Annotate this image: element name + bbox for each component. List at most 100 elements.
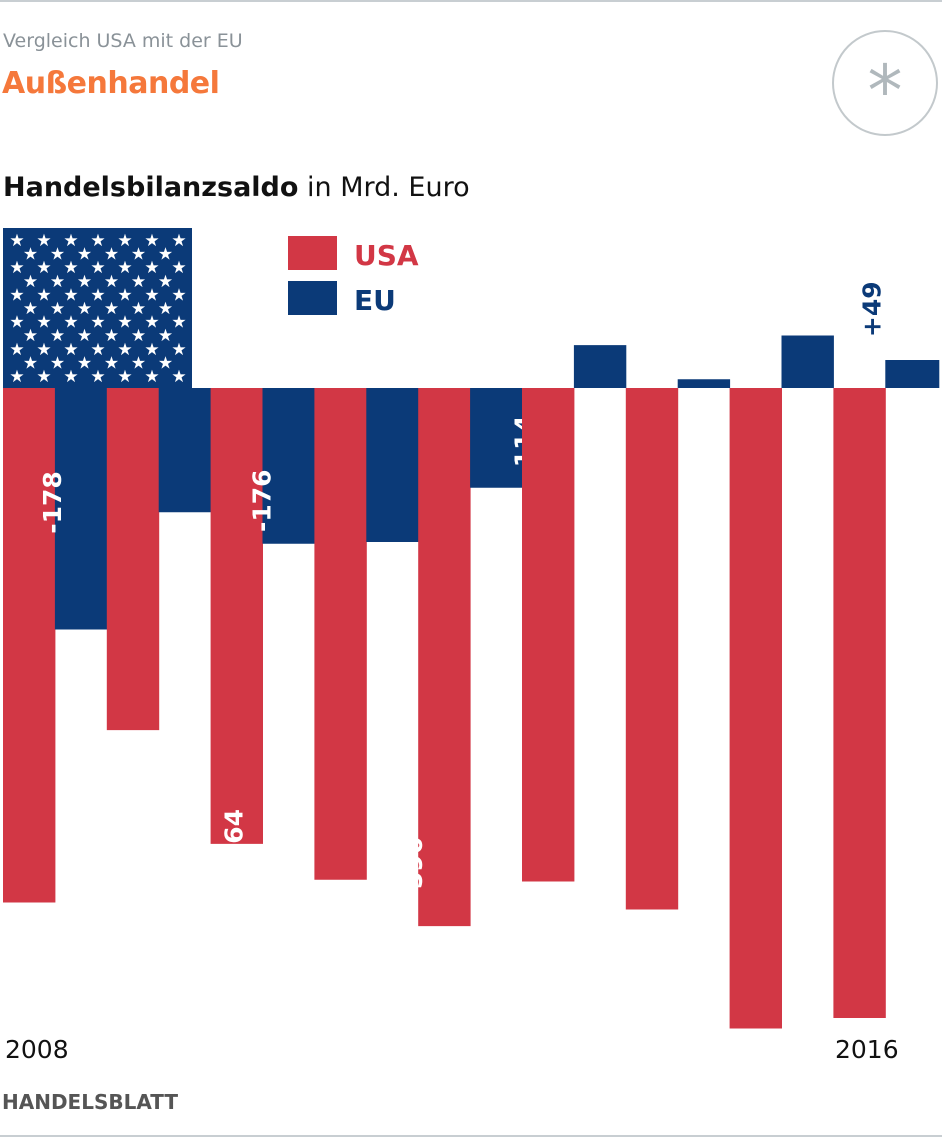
us-flag: [3, 228, 192, 388]
legend-label-eu: EU: [354, 284, 396, 317]
flag-star: ★: [104, 245, 119, 265]
flag-star: ★: [144, 367, 159, 387]
flag-star: ★: [77, 245, 92, 265]
bar-usa-2015: [729, 388, 782, 1029]
flag-star: ★: [131, 326, 146, 346]
flag-star: ★: [50, 326, 65, 346]
flag-star: ★: [23, 353, 38, 373]
bar-eu-2014: [677, 379, 731, 388]
flag-star: ★: [36, 367, 51, 387]
data-label-eu-2013: +49: [858, 281, 887, 337]
flag-star: ★: [158, 272, 173, 292]
flag-star: ★: [90, 285, 105, 305]
bar-eu-2013: [573, 345, 627, 388]
bar-eu-2010: [262, 388, 315, 544]
flag-star: ★: [117, 231, 132, 251]
flag-star: ★: [104, 326, 119, 346]
flag-star: ★: [77, 353, 92, 373]
flag-star: ★: [50, 299, 65, 319]
flag-star: ★: [117, 258, 132, 278]
title: Außenhandel: [2, 66, 220, 101]
flag-star: ★: [63, 367, 78, 387]
flag-star: ★: [9, 340, 24, 360]
flag-star: ★: [77, 272, 92, 292]
x-tick-first: 2008: [5, 1035, 69, 1064]
asterisk-icon: *: [832, 30, 938, 136]
top-rule: [0, 0, 942, 2]
flag-star: ★: [50, 245, 65, 265]
x-tick-last: 2016: [835, 1035, 899, 1064]
chart-title: Handelsbilanzsaldo in Mrd. Euro: [3, 172, 470, 203]
flag-star: ★: [90, 313, 105, 333]
flag-star: ★: [144, 340, 159, 360]
flag-star: ★: [36, 313, 51, 333]
legend-swatch-eu: [288, 281, 337, 315]
flag-star: ★: [158, 326, 173, 346]
flag-star: ★: [63, 258, 78, 278]
bar-eu-2008: [54, 388, 108, 630]
chart-title-unit: in Mrd. Euro: [307, 172, 470, 203]
bar-usa-2012: [418, 388, 471, 927]
flag-star: ★: [144, 258, 159, 278]
flag-star: ★: [90, 367, 105, 387]
flag-star: ★: [144, 313, 159, 333]
flag-star: ★: [77, 326, 92, 346]
data-label-eu-2010: -178: [38, 471, 67, 534]
data-label-usa-2014: -596: [399, 837, 428, 900]
flag-star: ★: [171, 340, 186, 360]
flag-star: ★: [171, 367, 186, 387]
flag-star: ★: [36, 231, 51, 251]
bar-usa-2016: [833, 388, 886, 1018]
bar-eu-2015: [781, 335, 834, 388]
flag-star: ★: [171, 313, 186, 333]
flag-star: ★: [131, 353, 146, 373]
flag-star: ★: [63, 285, 78, 305]
flag-star: ★: [9, 367, 24, 387]
data-label-usa-2016: -720: [706, 945, 735, 1008]
flag-star: ★: [36, 285, 51, 305]
flag-star: ★: [117, 285, 132, 305]
flag-star: ★: [158, 299, 173, 319]
bar-eu-2016: [885, 360, 940, 388]
flag-star: ★: [104, 353, 119, 373]
legend-label-usa: USA: [354, 239, 419, 272]
flag-star: ★: [104, 299, 119, 319]
flag-star: ★: [23, 245, 38, 265]
flag-star: ★: [104, 272, 119, 292]
flag-star: ★: [23, 326, 38, 346]
flag-star: ★: [171, 258, 186, 278]
bar-usa-2014: [625, 388, 679, 910]
bar-usa-2010: [210, 388, 263, 844]
flag-star: ★: [144, 285, 159, 305]
kicker: Vergleich USA mit der EU: [3, 30, 243, 52]
bar-usa-2009: [106, 388, 160, 731]
legend-swatch-usa: [288, 236, 337, 270]
data-label-usa-2013: -564: [219, 809, 248, 872]
flag-star: ★: [63, 313, 78, 333]
flag-star: ★: [63, 340, 78, 360]
flag-star: ★: [63, 231, 78, 251]
flag-star: ★: [9, 313, 24, 333]
bottom-rule: [0, 1135, 942, 1137]
bar-usa-2011: [314, 388, 367, 880]
flag-star: ★: [131, 272, 146, 292]
flag-star: ★: [171, 285, 186, 305]
flag-star: ★: [131, 245, 146, 265]
chart-title-main: Handelsbilanzsaldo: [3, 172, 299, 203]
flag-star: ★: [144, 231, 159, 251]
flag-star: ★: [77, 299, 92, 319]
bar-eu-2012: [470, 388, 523, 488]
flag-star: ★: [9, 285, 24, 305]
flag-star: ★: [131, 299, 146, 319]
flag-star: ★: [50, 272, 65, 292]
bar-eu-2009: [158, 388, 212, 513]
data-label-usa-2015: -732: [488, 956, 517, 1019]
bar-usa-2013: [522, 388, 575, 882]
flag-star: ★: [171, 231, 186, 251]
flag-star: ★: [9, 231, 24, 251]
bar-usa-2008: [3, 388, 56, 903]
flag-star: ★: [117, 313, 132, 333]
flag-star: ★: [23, 299, 38, 319]
